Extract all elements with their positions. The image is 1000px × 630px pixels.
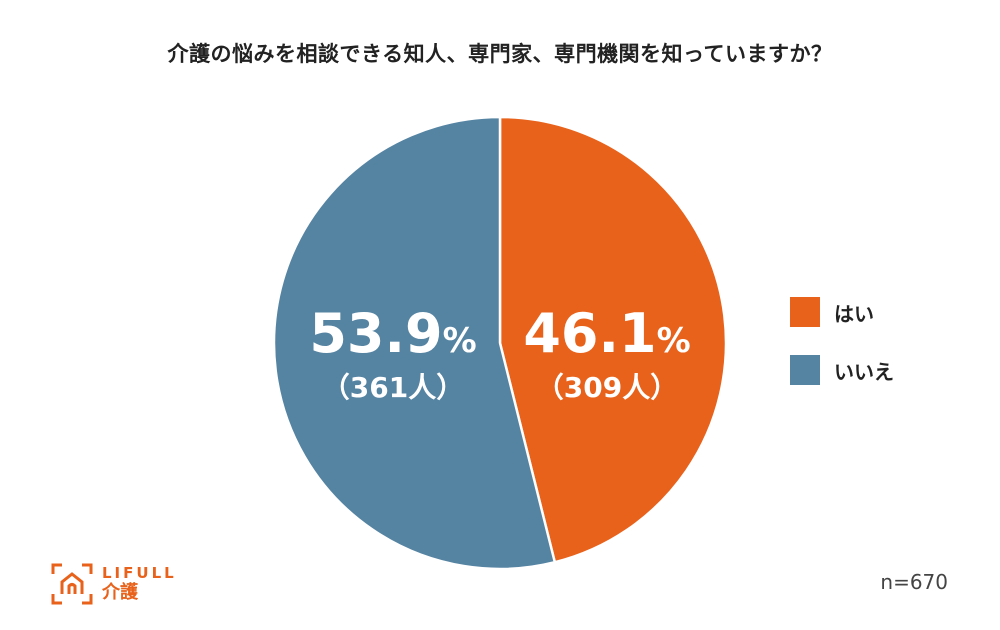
count-label-yes: （309人） bbox=[536, 371, 678, 404]
sample-size: n=670 bbox=[880, 570, 948, 594]
logo-text-kaigo: 介護 bbox=[102, 582, 138, 603]
legend-swatch-no bbox=[790, 355, 820, 385]
logo-text-lifull: LIFULL bbox=[102, 564, 177, 582]
lifull-logo: LIFULL 介護 bbox=[50, 562, 177, 606]
percent-label-yes: 46.1% bbox=[523, 302, 690, 365]
chart-title: 介護の悩みを相談できる知人、専門家、専門機関を知っていますか？ bbox=[167, 42, 833, 66]
pie-slice-no bbox=[272, 115, 557, 571]
house-logo-icon bbox=[51, 563, 93, 605]
legend-item-no: いいえ bbox=[790, 353, 894, 387]
legend: はい いいえ bbox=[790, 295, 894, 411]
percent-label-no: 53.9% bbox=[309, 302, 476, 365]
pie-slice-yes bbox=[498, 115, 728, 564]
count-label-no: （361人） bbox=[322, 371, 464, 404]
legend-label-yes: はい bbox=[834, 301, 874, 326]
legend-label-no: いいえ bbox=[834, 359, 894, 384]
legend-item-yes: はい bbox=[790, 295, 894, 329]
legend-swatch-yes bbox=[790, 297, 820, 327]
